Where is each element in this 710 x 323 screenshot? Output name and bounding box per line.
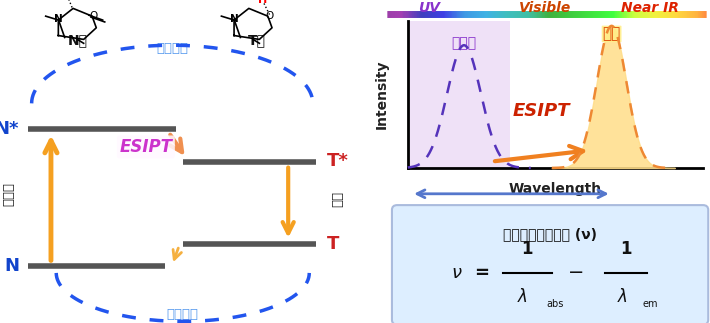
Text: $\lambda$: $\lambda$ [517,288,528,306]
Text: O: O [89,11,98,21]
Text: abs: abs [547,299,564,308]
Text: T型: T型 [248,33,266,47]
Text: UV: UV [418,1,439,15]
Text: 光吸収: 光吸収 [2,182,16,206]
Text: T*: T* [327,152,349,171]
Text: H: H [65,0,74,2]
Text: Visible: Visible [519,1,571,15]
Text: 励起状態: 励起状態 [156,42,188,55]
Text: 光吸収: 光吸収 [452,36,476,51]
Text: 基底状態: 基底状態 [167,308,199,321]
Text: N: N [230,14,239,24]
Text: ストークスシフト (ν): ストークスシフト (ν) [503,227,597,241]
Text: H: H [258,0,267,5]
Text: $\lambda$: $\lambda$ [617,288,628,306]
Text: ESIPT: ESIPT [513,102,570,120]
Text: Intensity: Intensity [374,60,388,129]
Text: Wavelength: Wavelength [509,182,602,196]
Text: ESIPT: ESIPT [119,138,173,156]
Text: O: O [266,11,273,21]
Text: N型: N型 [67,33,87,47]
Bar [408,21,510,168]
Text: N: N [4,257,19,276]
Text: em: em [643,299,658,308]
Text: 1: 1 [620,240,631,258]
Text: N: N [54,14,62,24]
Text: =: = [474,264,489,282]
Text: $\nu$: $\nu$ [451,264,463,282]
Text: T: T [327,235,339,253]
Text: 発光: 発光 [603,26,621,41]
Text: Near IR: Near IR [621,1,679,15]
Text: N*: N* [0,120,19,138]
Text: −: − [568,264,584,282]
Text: 1: 1 [522,240,533,258]
FancyBboxPatch shape [392,205,709,323]
Text: 発光: 発光 [329,192,342,208]
